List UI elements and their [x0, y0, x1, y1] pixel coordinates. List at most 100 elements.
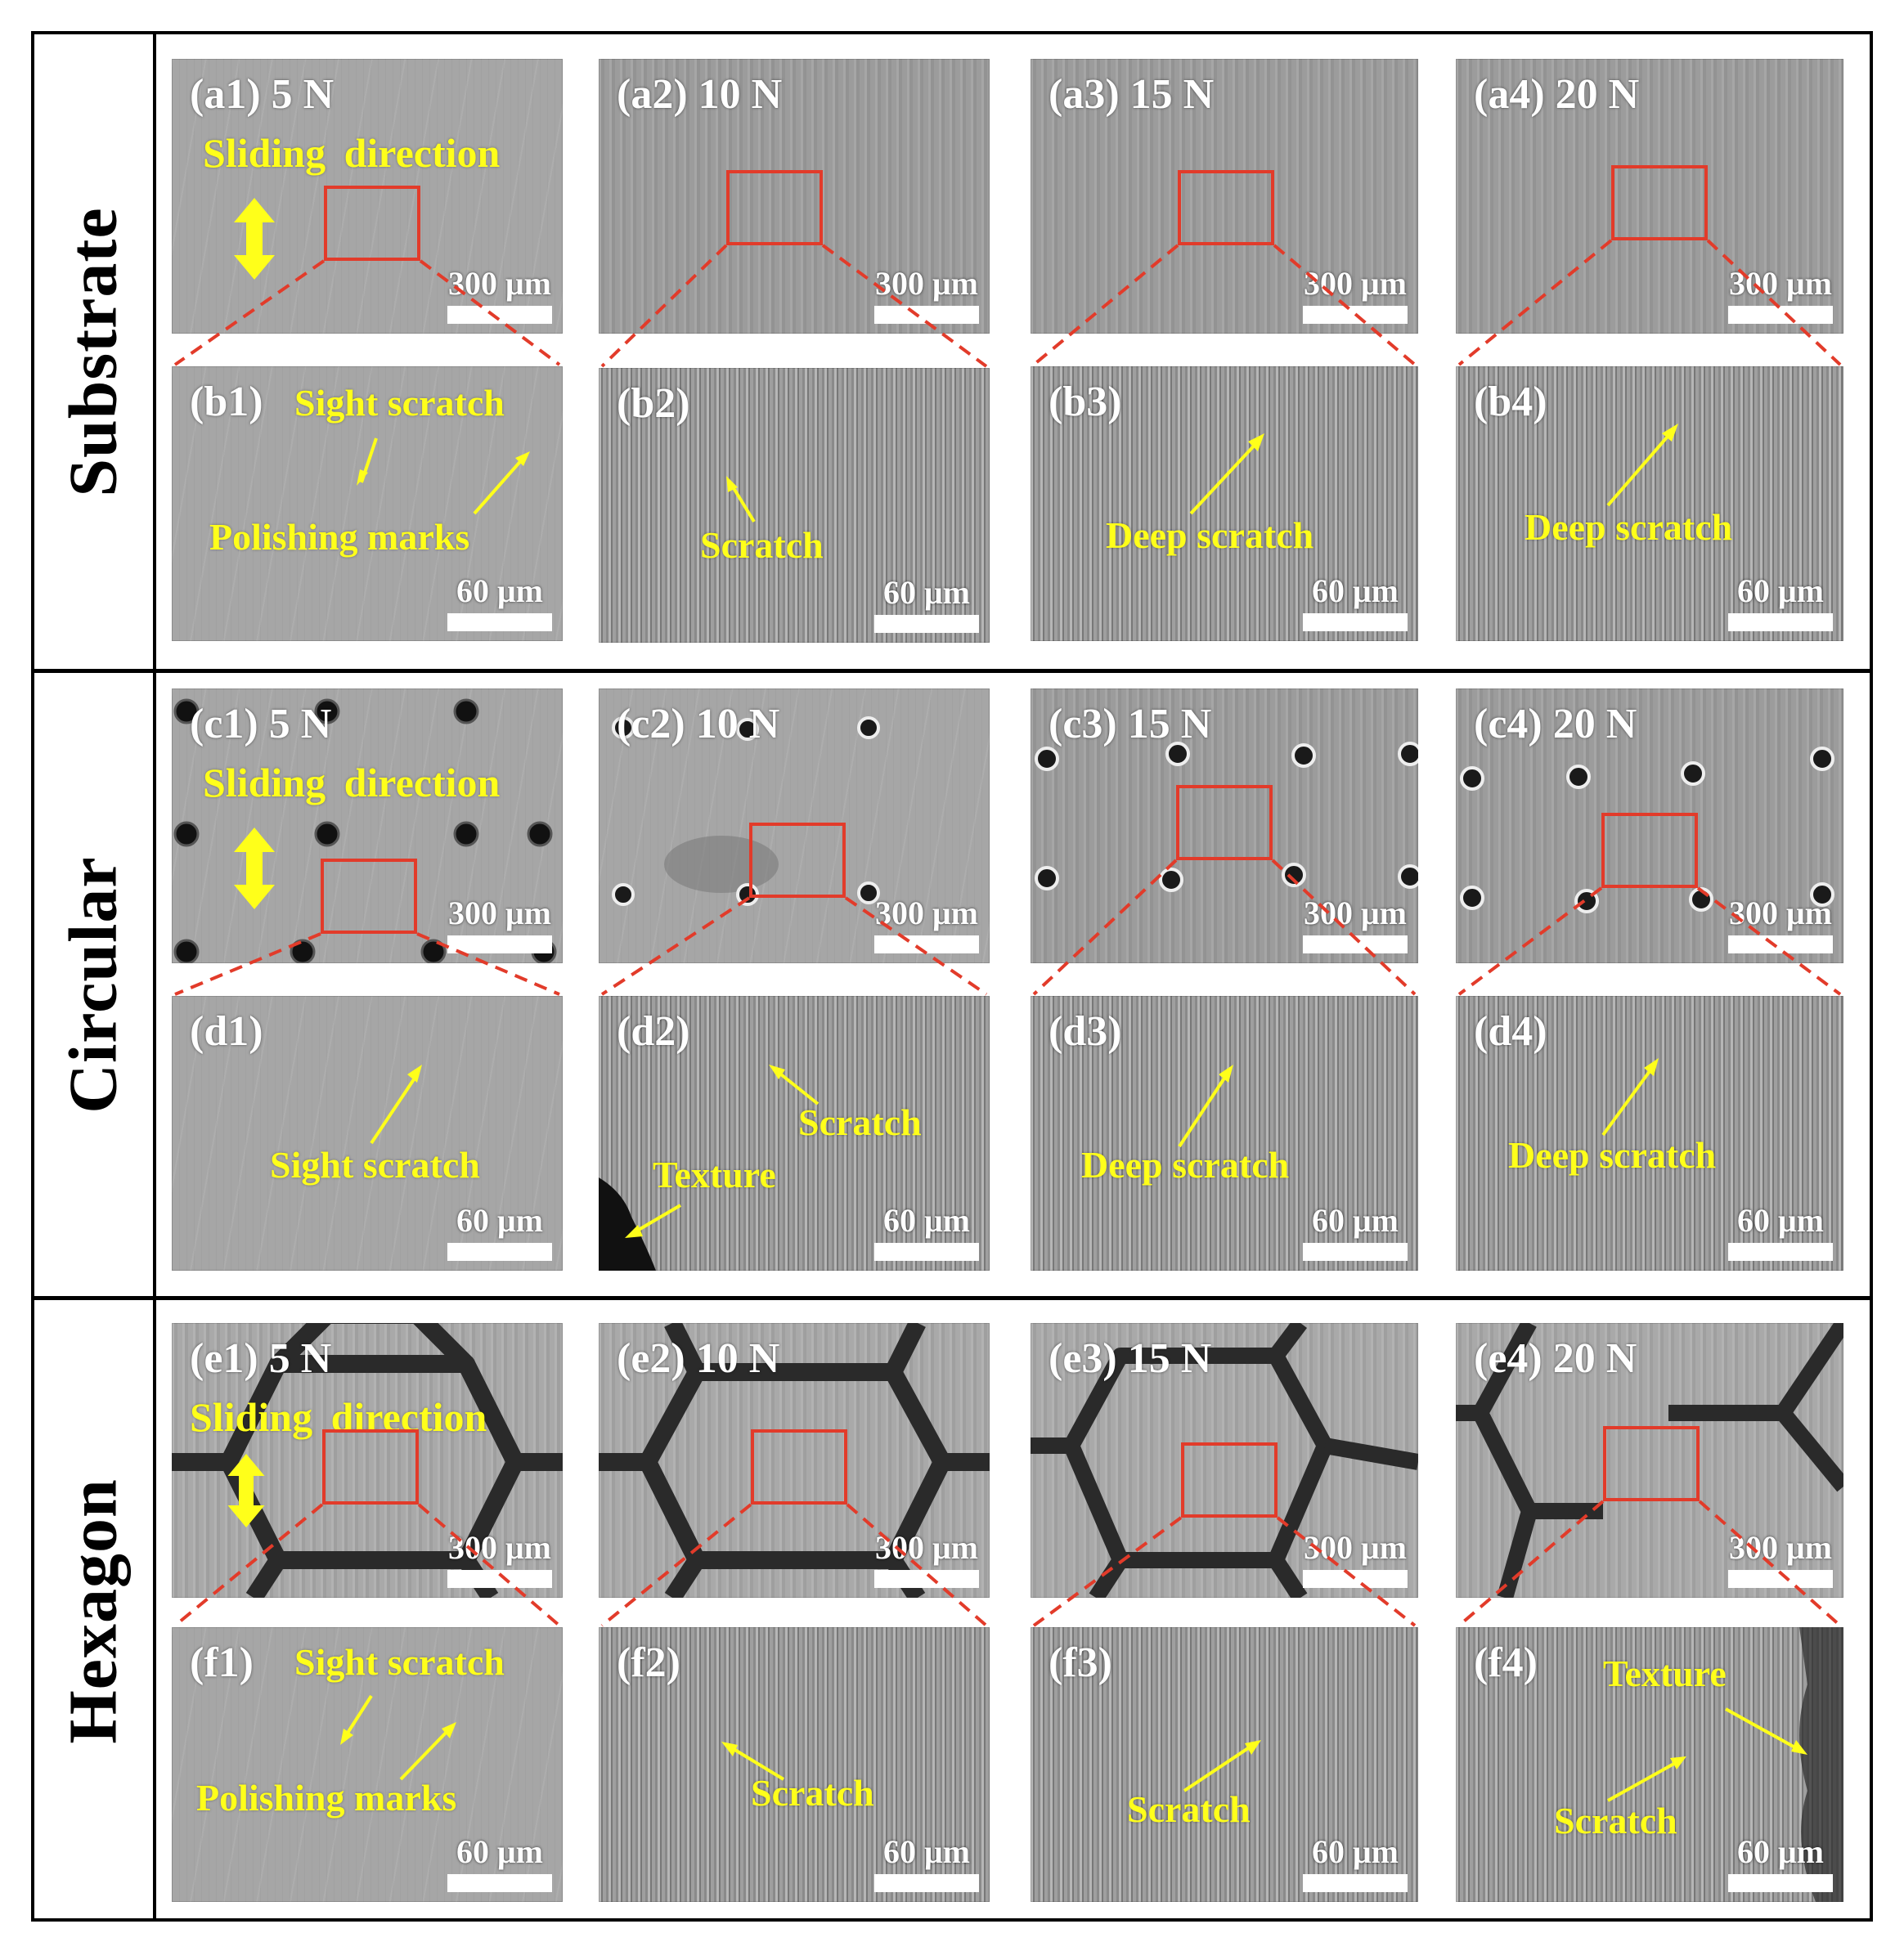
scale-bar: 60 μm — [1302, 572, 1408, 631]
panel-e3: (e3) 15 N 300 μm — [1031, 1323, 1418, 1598]
panel-label: (e2) 10 N — [617, 1335, 780, 1382]
row-divider-1 — [34, 669, 1870, 673]
row-label-hexagon: Hexagon — [56, 1478, 132, 1744]
scale-bar: 300 μm — [1302, 264, 1408, 324]
figure-frame: Substrate Circular Hexagon — [31, 31, 1873, 1922]
texture-edge — [599, 1177, 656, 1271]
panel-c4: (c4) 20 N 300 μm — [1456, 688, 1843, 963]
panel-a4: (a4) 20 N 300 μm — [1456, 59, 1843, 334]
zoom-box — [1176, 785, 1273, 860]
scale-bar: 300 μm — [447, 1528, 553, 1588]
zoom-box — [726, 170, 823, 245]
scale-bar: 60 μm — [1302, 1201, 1408, 1261]
scale-bar: 300 μm — [1302, 1528, 1408, 1588]
scale-bar: 300 μm — [447, 264, 553, 324]
scale-bar: 60 μm — [873, 1832, 980, 1892]
zoom-box — [321, 859, 417, 934]
annotation-scratch: Scratch — [798, 1101, 922, 1143]
panel-label: (f4) — [1474, 1639, 1538, 1686]
scale-bar: 60 μm — [447, 1201, 553, 1261]
annotation-scratch: Scratch — [1554, 1800, 1677, 1841]
panel-e2: (e2) 10 N 300 μm — [599, 1323, 990, 1598]
panel-label: (f1) — [190, 1639, 254, 1686]
panel-label: (c3) 15 N — [1049, 701, 1212, 747]
annotation-scratch: Scratch — [1127, 1788, 1251, 1830]
panel-d1: (d1) Sight scratch 60 μm — [172, 996, 563, 1271]
zoom-box — [322, 1429, 419, 1505]
annotation-deep-scratch: Deep scratch — [1106, 514, 1314, 556]
panel-label: (b1) — [190, 379, 263, 425]
panel-label: (b3) — [1049, 379, 1122, 425]
panel-label: (d4) — [1474, 1008, 1547, 1055]
panel-label: (f3) — [1049, 1639, 1112, 1686]
scale-bar: 300 μm — [873, 264, 980, 324]
texture-edge — [1799, 1627, 1843, 1902]
zoom-box — [1181, 1442, 1278, 1518]
panel-label: (e4) 20 N — [1474, 1335, 1637, 1382]
panel-b3: (b3) Deep scratch 60 μm — [1031, 366, 1418, 641]
panel-label: (d3) — [1049, 1008, 1122, 1055]
scale-bar: 60 μm — [1302, 1832, 1408, 1892]
panel-label: (d1) — [190, 1008, 263, 1055]
panel-label: (a4) 20 N — [1474, 71, 1640, 118]
zoom-box — [1603, 1426, 1700, 1501]
sliding-direction-label: Sliding direction — [203, 760, 501, 805]
row-divider-2 — [34, 1296, 1870, 1300]
zoom-box — [1611, 165, 1708, 240]
panel-label: (a3) 15 N — [1049, 71, 1215, 118]
panel-label: (e1) 5 N — [190, 1335, 332, 1382]
scale-bar: 60 μm — [873, 573, 980, 633]
zoom-box — [1601, 813, 1698, 888]
scale-bar: 60 μm — [873, 1201, 980, 1261]
panel-c3: (c3) 15 N 300 μm — [1031, 688, 1418, 963]
panel-f3: (f3) Scratch 60 μm — [1031, 1627, 1418, 1902]
scale-bar: 60 μm — [1727, 1201, 1834, 1261]
scale-bar: 60 μm — [1727, 572, 1834, 631]
zoom-box — [324, 186, 420, 261]
annotation-scratch: Scratch — [751, 1772, 874, 1814]
panel-label: (c2) 10 N — [617, 701, 780, 747]
panel-e4: (e4) 20 N 300 μm — [1456, 1323, 1843, 1598]
panel-c1: (c1) 5 N Sliding direction 300 μm — [172, 688, 563, 963]
row-label-circular: Circular — [56, 855, 132, 1114]
zoom-box — [751, 1429, 847, 1505]
panel-b1: (b1) Sight scratch Polishing marks 60 μm — [172, 366, 563, 641]
double-arrow-icon — [234, 827, 275, 909]
row-label-substrate: Substrate — [56, 206, 132, 497]
scale-bar: 300 μm — [1302, 894, 1408, 953]
scale-bar: 300 μm — [1727, 1528, 1834, 1588]
scale-bar: 300 μm — [873, 1528, 980, 1588]
scale-bar: 60 μm — [447, 572, 553, 631]
annotation-texture: Texture — [653, 1154, 776, 1195]
annotation-sight-scratch: Sight scratch — [294, 1641, 505, 1683]
panel-c2: (c2) 10 N 300 μm — [599, 688, 990, 963]
sliding-direction-label: Sliding direction — [203, 130, 501, 176]
panel-a2: (a2) 10 N 300 μm — [599, 59, 990, 334]
zoom-box — [1178, 170, 1274, 245]
panel-a3: (a3) 15 N 300 μm — [1031, 59, 1418, 334]
annotation-deep-scratch: Deep scratch — [1525, 506, 1733, 548]
panel-e1: (e1) 5 N Sliding direction 300 μm — [172, 1323, 563, 1598]
annotation-sight-scratch: Sight scratch — [294, 382, 505, 424]
scale-bar: 300 μm — [447, 894, 553, 953]
panel-label: (b2) — [617, 380, 690, 427]
panel-label: (e3) 15 N — [1049, 1335, 1212, 1382]
annotation-deep-scratch: Deep scratch — [1081, 1144, 1290, 1186]
annotation-deep-scratch: Deep scratch — [1508, 1134, 1717, 1176]
scale-bar: 300 μm — [873, 894, 980, 953]
panel-d2: (d2) Scratch Texture 60 μm — [599, 996, 990, 1271]
panel-label: (a1) 5 N — [190, 71, 335, 118]
scale-bar: 300 μm — [1727, 264, 1834, 324]
panel-label: (c1) 5 N — [190, 701, 332, 747]
panel-label: (c4) 20 N — [1474, 701, 1637, 747]
panel-d4: (d4) Deep scratch 60 μm — [1456, 996, 1843, 1271]
scale-bar: 60 μm — [447, 1832, 553, 1892]
annotation-sight-scratch: Sight scratch — [270, 1144, 480, 1186]
double-arrow-icon — [227, 1454, 265, 1527]
annotation-scratch: Scratch — [700, 524, 824, 566]
label-column-divider — [153, 34, 156, 1918]
zoom-box — [749, 823, 846, 898]
panel-f2: (f2) Scratch 60 μm — [599, 1627, 990, 1902]
panel-label: (b4) — [1474, 379, 1547, 425]
panel-label: (d2) — [617, 1008, 690, 1055]
